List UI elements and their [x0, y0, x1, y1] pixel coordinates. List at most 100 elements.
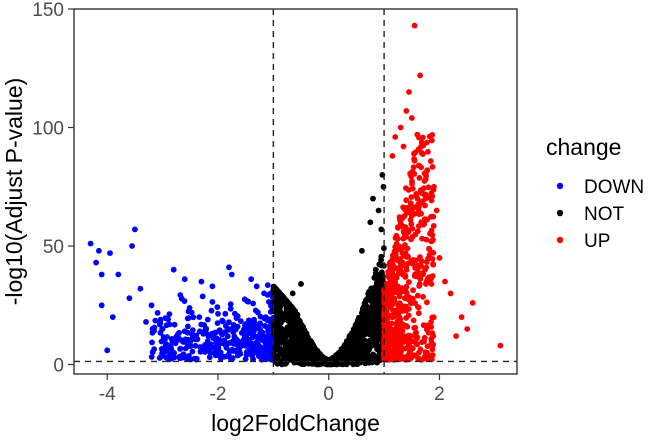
- up-point: [384, 292, 391, 299]
- not-point: [298, 281, 304, 287]
- down-point: [223, 344, 230, 351]
- down-point: [148, 354, 155, 360]
- up-point: [421, 334, 428, 341]
- up-point: [389, 270, 396, 277]
- up-point: [393, 320, 400, 327]
- up-point: [387, 350, 393, 357]
- up-point: [426, 246, 433, 253]
- down-point: [198, 345, 205, 352]
- up-point: [391, 313, 397, 320]
- up-point: [447, 290, 454, 297]
- up-point: [407, 200, 414, 207]
- down-point: [107, 250, 113, 256]
- up-point: [391, 337, 397, 344]
- not-point: [381, 245, 387, 252]
- up-point: [403, 315, 409, 321]
- up-point: [428, 275, 434, 282]
- down-point: [214, 342, 221, 349]
- up-point: [417, 187, 424, 194]
- down-point: [148, 302, 155, 309]
- up-point: [429, 164, 436, 170]
- down-point: [228, 271, 235, 278]
- up-point: [402, 242, 408, 248]
- not-point: [348, 341, 355, 348]
- down-point: [204, 316, 211, 323]
- down-point: [137, 285, 144, 292]
- down-point: [98, 302, 105, 309]
- not-point: [369, 331, 376, 337]
- down-point: [257, 353, 264, 360]
- down-point: [215, 310, 221, 317]
- up-point: [393, 232, 400, 239]
- y-tick-label: 50: [43, 237, 64, 258]
- down-point: [184, 315, 191, 322]
- up-point: [381, 298, 388, 305]
- down-point: [93, 259, 99, 266]
- down-point: [199, 293, 206, 300]
- not-point: [366, 323, 373, 330]
- down-point: [249, 334, 256, 341]
- not-point: [372, 340, 379, 346]
- down-point: [149, 349, 156, 356]
- up-point: [469, 300, 476, 306]
- up-point: [412, 339, 419, 346]
- not-point: [372, 305, 379, 311]
- down-point: [180, 339, 187, 345]
- not-point: [367, 219, 374, 226]
- not-point: [374, 317, 380, 324]
- x-tick-label: 0: [323, 384, 334, 405]
- down-point: [198, 278, 205, 285]
- down-point: [214, 320, 221, 326]
- down-point: [192, 342, 199, 349]
- up-point: [410, 164, 417, 171]
- points-layer: [87, 22, 504, 368]
- down-point: [227, 355, 234, 362]
- up-point: [383, 280, 390, 287]
- up-point: [427, 158, 434, 165]
- down-point: [156, 321, 163, 328]
- up-point: [423, 279, 430, 286]
- down-point: [211, 350, 218, 356]
- up-point: [428, 324, 435, 330]
- up-point: [433, 207, 440, 214]
- not-point: [311, 345, 317, 352]
- up-point: [404, 260, 411, 267]
- down-point: [104, 347, 111, 354]
- not-point: [366, 317, 372, 324]
- up-point: [410, 317, 417, 324]
- not-point: [290, 306, 296, 312]
- up-point: [395, 224, 401, 231]
- legend-key-up: [556, 236, 564, 244]
- legend-key-not: [556, 209, 564, 217]
- up-point: [391, 257, 397, 263]
- up-point: [392, 134, 399, 140]
- not-point: [352, 361, 359, 367]
- down-point: [264, 282, 271, 288]
- up-point: [417, 254, 423, 261]
- down-point: [207, 343, 213, 350]
- not-point: [359, 247, 365, 254]
- up-point: [430, 213, 437, 220]
- down-point: [254, 342, 261, 349]
- down-point: [87, 240, 94, 247]
- down-point: [159, 326, 166, 332]
- down-point: [265, 328, 271, 335]
- down-point: [218, 330, 225, 337]
- down-point: [190, 314, 197, 321]
- up-point: [400, 204, 406, 211]
- down-point: [171, 321, 178, 328]
- up-point: [414, 292, 421, 299]
- up-point: [464, 326, 471, 332]
- down-point: [261, 315, 268, 322]
- down-point: [242, 356, 249, 362]
- not-point: [287, 356, 294, 363]
- not-point: [283, 307, 290, 314]
- not-point: [356, 342, 363, 349]
- up-point: [410, 287, 416, 294]
- not-point: [375, 207, 382, 214]
- down-point: [109, 314, 116, 320]
- down-point: [184, 356, 191, 362]
- up-point: [414, 131, 421, 138]
- down-point: [161, 337, 168, 344]
